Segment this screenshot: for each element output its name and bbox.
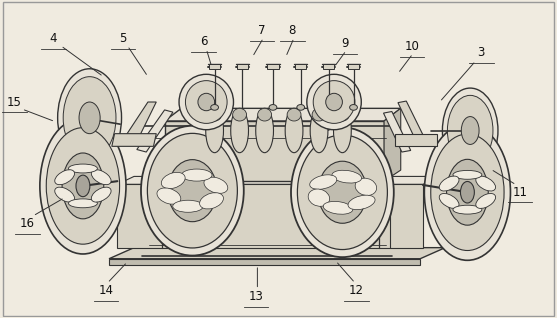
Ellipse shape xyxy=(256,108,273,153)
Ellipse shape xyxy=(348,195,375,210)
Ellipse shape xyxy=(291,127,394,257)
Ellipse shape xyxy=(185,81,227,123)
Ellipse shape xyxy=(297,105,305,110)
Ellipse shape xyxy=(206,108,223,153)
Ellipse shape xyxy=(162,172,185,189)
Ellipse shape xyxy=(308,189,330,206)
Ellipse shape xyxy=(91,187,111,202)
Text: 16: 16 xyxy=(20,218,35,231)
Ellipse shape xyxy=(231,108,248,153)
Ellipse shape xyxy=(57,69,121,167)
Polygon shape xyxy=(112,134,157,146)
Ellipse shape xyxy=(141,126,244,256)
Ellipse shape xyxy=(233,108,247,121)
Text: 15: 15 xyxy=(7,95,22,108)
Ellipse shape xyxy=(297,135,388,250)
Ellipse shape xyxy=(69,199,97,208)
Ellipse shape xyxy=(168,160,217,222)
Ellipse shape xyxy=(62,153,104,219)
Ellipse shape xyxy=(258,108,272,121)
Bar xyxy=(267,64,278,69)
Ellipse shape xyxy=(439,176,459,191)
Ellipse shape xyxy=(208,108,222,121)
Polygon shape xyxy=(137,110,173,152)
Ellipse shape xyxy=(269,105,277,110)
Polygon shape xyxy=(395,134,437,146)
Ellipse shape xyxy=(310,108,328,153)
Text: 3: 3 xyxy=(477,46,485,59)
Text: 12: 12 xyxy=(349,284,364,297)
Text: 9: 9 xyxy=(341,37,349,50)
Ellipse shape xyxy=(318,161,367,223)
Polygon shape xyxy=(165,121,384,181)
Ellipse shape xyxy=(285,108,303,153)
Ellipse shape xyxy=(63,77,116,159)
Polygon shape xyxy=(165,108,400,121)
Polygon shape xyxy=(123,102,157,142)
Ellipse shape xyxy=(476,193,496,208)
Ellipse shape xyxy=(307,74,361,130)
Ellipse shape xyxy=(442,88,498,173)
Ellipse shape xyxy=(55,170,75,185)
Ellipse shape xyxy=(204,177,228,193)
Ellipse shape xyxy=(312,108,326,121)
Ellipse shape xyxy=(355,178,377,196)
Ellipse shape xyxy=(461,117,479,144)
Ellipse shape xyxy=(476,176,496,191)
Ellipse shape xyxy=(439,193,459,208)
Ellipse shape xyxy=(332,170,361,183)
Polygon shape xyxy=(118,176,439,184)
Ellipse shape xyxy=(179,74,233,130)
Ellipse shape xyxy=(334,108,351,153)
Ellipse shape xyxy=(148,133,237,248)
Polygon shape xyxy=(109,259,420,265)
Polygon shape xyxy=(384,108,400,181)
Ellipse shape xyxy=(326,93,343,111)
Text: 13: 13 xyxy=(249,290,263,303)
Ellipse shape xyxy=(335,108,349,121)
Text: 5: 5 xyxy=(119,32,126,45)
Polygon shape xyxy=(384,112,411,152)
Ellipse shape xyxy=(198,93,214,111)
Polygon shape xyxy=(398,101,425,142)
Bar xyxy=(348,64,359,69)
Ellipse shape xyxy=(211,105,218,110)
Ellipse shape xyxy=(431,134,504,251)
Ellipse shape xyxy=(350,105,358,110)
Ellipse shape xyxy=(69,164,97,173)
Ellipse shape xyxy=(157,188,181,204)
Text: 7: 7 xyxy=(258,24,266,37)
Ellipse shape xyxy=(182,169,212,181)
Ellipse shape xyxy=(91,170,111,185)
Text: 4: 4 xyxy=(50,32,57,45)
Text: 10: 10 xyxy=(404,40,419,53)
Ellipse shape xyxy=(310,175,337,189)
Text: 14: 14 xyxy=(99,284,114,297)
Bar xyxy=(209,64,220,69)
Ellipse shape xyxy=(76,175,90,197)
Bar xyxy=(295,64,306,69)
Text: 11: 11 xyxy=(512,186,527,199)
Ellipse shape xyxy=(46,128,120,244)
Bar xyxy=(323,64,334,69)
Ellipse shape xyxy=(447,95,493,166)
Bar xyxy=(237,64,248,69)
Ellipse shape xyxy=(40,118,126,254)
Ellipse shape xyxy=(323,201,353,214)
Ellipse shape xyxy=(55,187,75,202)
Ellipse shape xyxy=(287,108,301,121)
Ellipse shape xyxy=(424,124,510,260)
Ellipse shape xyxy=(199,193,223,209)
Ellipse shape xyxy=(313,81,355,123)
Text: 6: 6 xyxy=(200,35,207,48)
Polygon shape xyxy=(109,248,445,259)
Text: 8: 8 xyxy=(289,24,296,37)
Ellipse shape xyxy=(453,170,482,179)
Ellipse shape xyxy=(453,205,482,214)
Ellipse shape xyxy=(447,159,488,225)
Ellipse shape xyxy=(461,182,475,203)
Polygon shape xyxy=(118,184,423,248)
Ellipse shape xyxy=(173,200,203,212)
Ellipse shape xyxy=(79,102,100,134)
